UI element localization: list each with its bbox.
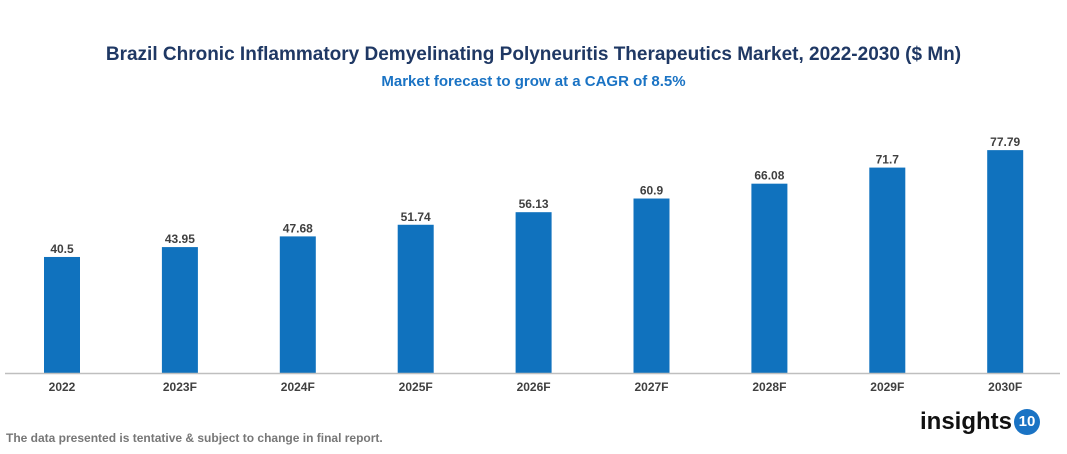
x-tick-label: 2023F	[163, 380, 197, 394]
x-tick-label: 2025F	[399, 380, 433, 394]
bar-2029F	[869, 167, 906, 373]
x-tick-label: 2026F	[517, 380, 551, 394]
bar-2030F	[987, 150, 1024, 373]
bar-2025F	[397, 224, 434, 373]
bar-2024F	[279, 236, 316, 373]
x-tick-label: 2029F	[870, 380, 904, 394]
bar-2028F	[751, 183, 788, 373]
data-label: 43.95	[165, 232, 195, 246]
x-tick-label: 2030F	[988, 380, 1022, 394]
x-tick-label: 2028F	[752, 380, 786, 394]
chart-subtitle: Market forecast to grow at a CAGR of 8.5…	[381, 73, 686, 90]
data-label: 47.68	[283, 221, 313, 235]
data-label: 66.08	[754, 169, 784, 183]
data-label: 60.9	[640, 184, 664, 198]
bar-2022	[44, 256, 80, 373]
data-label: 40.5	[50, 242, 74, 256]
data-label: 77.79	[990, 135, 1020, 149]
logo-number: 10	[1014, 409, 1041, 435]
bar-2023F	[161, 247, 198, 373]
chart-title: Brazil Chronic Inflammatory Demyelinatin…	[105, 44, 962, 65]
data-label: 51.74	[401, 210, 431, 224]
data-label: 56.13	[519, 197, 549, 211]
bar-2026F	[515, 212, 552, 373]
bar-2027F	[633, 198, 670, 373]
logo-text: insights	[920, 408, 1013, 435]
insights10-logo: insights 10	[920, 408, 1041, 436]
disclaimer-note: The data presented is tentative & subjec…	[6, 431, 383, 445]
x-tick-label: 2024F	[281, 380, 315, 394]
x-tick-label: 2027F	[634, 380, 668, 394]
x-tick-label: 2022	[49, 380, 76, 394]
data-label: 71.7	[876, 153, 900, 167]
